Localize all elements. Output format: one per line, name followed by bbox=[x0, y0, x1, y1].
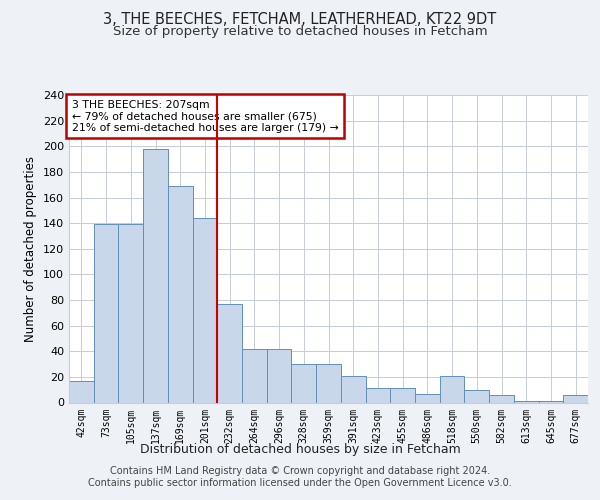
Bar bbox=[440, 376, 464, 402]
Bar bbox=[118, 224, 143, 402]
Bar bbox=[217, 304, 242, 402]
Bar bbox=[365, 388, 390, 402]
Bar bbox=[267, 348, 292, 403]
Text: Distribution of detached houses by size in Fetcham: Distribution of detached houses by size … bbox=[140, 442, 460, 456]
Bar bbox=[390, 388, 415, 402]
Bar bbox=[489, 395, 514, 402]
Y-axis label: Number of detached properties: Number of detached properties bbox=[25, 156, 37, 342]
Bar bbox=[514, 401, 539, 402]
Bar bbox=[168, 186, 193, 402]
Bar bbox=[69, 380, 94, 402]
Bar bbox=[415, 394, 440, 402]
Text: Contains HM Land Registry data © Crown copyright and database right 2024.
Contai: Contains HM Land Registry data © Crown c… bbox=[88, 466, 512, 487]
Bar bbox=[563, 395, 588, 402]
Text: 3, THE BEECHES, FETCHAM, LEATHERHEAD, KT22 9DT: 3, THE BEECHES, FETCHAM, LEATHERHEAD, KT… bbox=[103, 12, 497, 28]
Bar bbox=[193, 218, 217, 402]
Text: 3 THE BEECHES: 207sqm
← 79% of detached houses are smaller (675)
21% of semi-det: 3 THE BEECHES: 207sqm ← 79% of detached … bbox=[71, 100, 338, 133]
Bar bbox=[341, 376, 365, 402]
Bar bbox=[94, 224, 118, 402]
Bar bbox=[292, 364, 316, 403]
Bar bbox=[143, 149, 168, 403]
Bar bbox=[539, 401, 563, 402]
Bar bbox=[242, 348, 267, 403]
Text: Size of property relative to detached houses in Fetcham: Size of property relative to detached ho… bbox=[113, 25, 487, 38]
Bar bbox=[316, 364, 341, 403]
Bar bbox=[464, 390, 489, 402]
